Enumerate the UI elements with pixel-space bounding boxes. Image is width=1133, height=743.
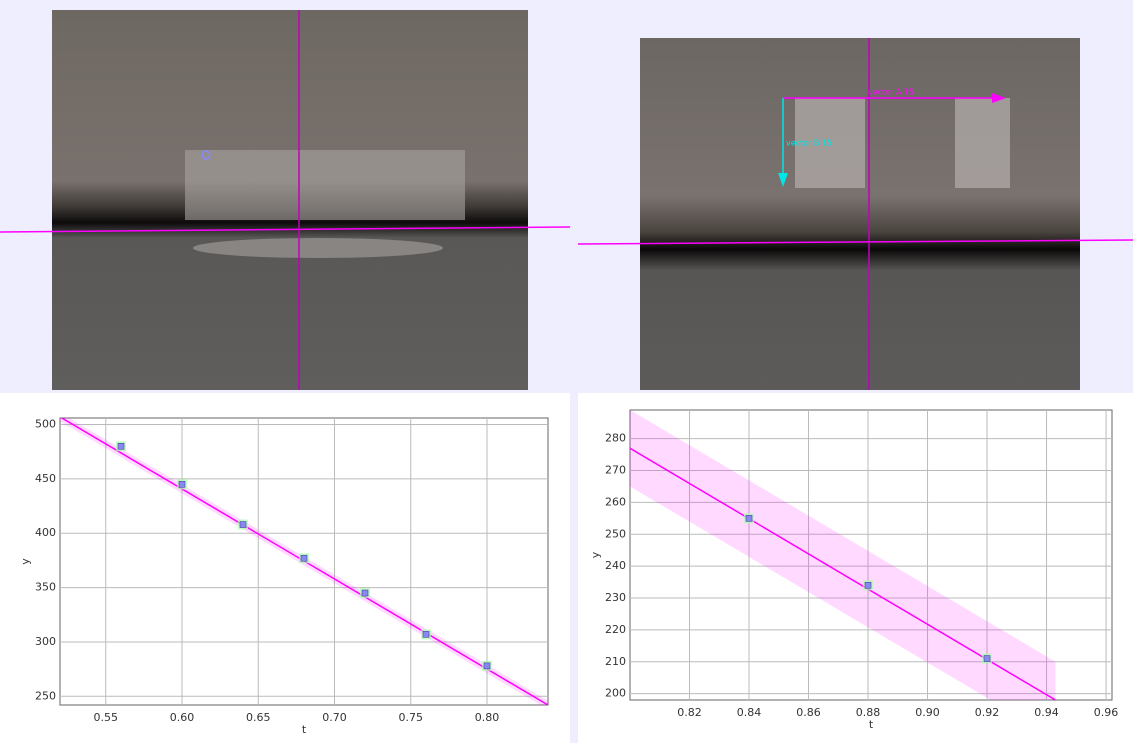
vector-label: vector A 15 xyxy=(868,88,914,97)
video-right[interactable]: vector A 15 vector B 15 xyxy=(578,38,1133,390)
y-tick-label: 240 xyxy=(605,559,626,572)
y-axis-label: y xyxy=(589,551,602,558)
x-tick-label: 0.55 xyxy=(94,711,119,724)
data-point-core xyxy=(118,443,124,449)
video-left[interactable] xyxy=(0,10,570,390)
vector-label: vector B 15 xyxy=(786,139,832,148)
y-tick-label: 250 xyxy=(605,527,626,540)
data-point-core xyxy=(984,656,990,662)
data-point-core xyxy=(301,555,307,561)
x-tick-label: 0.80 xyxy=(475,711,500,724)
y-tick-label: 400 xyxy=(35,526,56,539)
object xyxy=(955,98,1010,188)
data-point-core xyxy=(240,522,246,528)
x-tick-label: 0.82 xyxy=(677,706,702,719)
data-point-core xyxy=(362,590,368,596)
y-tick-label: 270 xyxy=(605,464,626,477)
x-axis-label: t xyxy=(869,718,874,731)
y-tick-label: 350 xyxy=(35,581,56,594)
x-axis-label: t xyxy=(302,723,307,736)
y-tick-label: 300 xyxy=(35,635,56,648)
x-tick-label: 0.65 xyxy=(246,711,271,724)
x-tick-label: 0.70 xyxy=(322,711,347,724)
y-tick-label: 210 xyxy=(605,655,626,668)
y-tick-label: 450 xyxy=(35,472,56,485)
data-point-core xyxy=(865,582,871,588)
x-tick-label: 0.84 xyxy=(737,706,762,719)
data-point-core xyxy=(423,631,429,637)
y-tick-label: 220 xyxy=(605,623,626,636)
object-reflection xyxy=(193,238,443,258)
object xyxy=(185,150,465,220)
y-tick-label: 200 xyxy=(605,687,626,700)
x-tick-label: 0.92 xyxy=(975,706,1000,719)
x-tick-label: 0.94 xyxy=(1034,706,1059,719)
x-tick-label: 0.90 xyxy=(915,706,940,719)
y-tick-label: 280 xyxy=(605,432,626,445)
y-tick-label: 500 xyxy=(35,418,56,431)
data-point-core xyxy=(484,663,490,669)
y-tick-label: 260 xyxy=(605,495,626,508)
x-tick-label: 0.75 xyxy=(399,711,424,724)
x-tick-label: 0.96 xyxy=(1094,706,1119,719)
page: vector A 15 vector B 15 0.55 0.60 0.65 0.70… xyxy=(0,0,1133,743)
data-point-core xyxy=(179,481,185,487)
x-tick-label: 0.60 xyxy=(170,711,195,724)
video-frame xyxy=(640,38,1080,390)
y-tick-label: 230 xyxy=(605,591,626,604)
y-axis-label: y xyxy=(19,558,32,565)
y-tick-label: 250 xyxy=(35,689,56,702)
data-point-core xyxy=(746,515,752,521)
tracker-window: vector A 15 vector B 15 0.55 0.60 0.65 0.70… xyxy=(0,0,1133,743)
x-tick-label: 0.86 xyxy=(796,706,821,719)
